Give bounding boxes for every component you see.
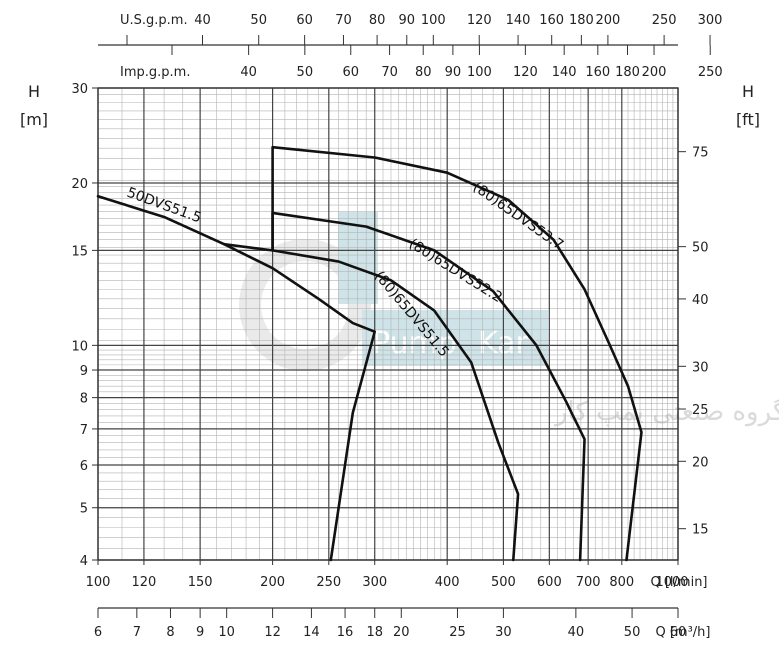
x-m3h-tick-label: 6 (94, 625, 102, 640)
y-right-axis-unit: [ft] (736, 110, 760, 129)
x-lmin-unit: Q [l/min] (650, 575, 707, 590)
curve-label: (80)65DVS53.7 (470, 179, 567, 253)
x-usgpm-tick-label: 70 (335, 13, 352, 28)
x-lmin-tick-label: 250 (316, 575, 341, 590)
x-usgpm-tick-label: 40 (194, 13, 211, 28)
x-m3h-tick-label: 9 (196, 625, 204, 640)
y-right-tick-label: 15 (692, 523, 709, 538)
y-left-tick-label: 30 (71, 82, 88, 97)
x-lmin-tick-label: 600 (537, 575, 562, 590)
x-m3h-tick-label: 60 (670, 625, 687, 640)
y-right-tick-label: 75 (692, 146, 709, 161)
chart-curves: 50DVS51.5(80)65DVS51.5(80)65DVS52.2(80)6… (96, 145, 643, 562)
x-m3h-tick-label: 12 (264, 625, 281, 640)
x-impgpm-tick-label: 160 (585, 65, 610, 80)
x-impgpm-tick-label: 180 (615, 65, 640, 80)
x-m3h-tick-label: 7 (133, 625, 141, 640)
x-m3h-tick-label: 20 (393, 625, 410, 640)
y-right-tick-label: 20 (692, 455, 709, 470)
x-m3h-tick-label: 40 (568, 625, 585, 640)
x-usgpm-tick-label: 60 (296, 13, 313, 28)
y-right-tick-label: 30 (692, 360, 709, 375)
x-lmin-tick-label: 150 (188, 575, 213, 590)
y-left-tick-label: 5 (80, 502, 88, 517)
x-impgpm-tick-label: 70 (381, 65, 398, 80)
curve-8065dvs51-5 (222, 242, 520, 562)
y-right-tick-label: 50 (692, 241, 709, 256)
x-m3h-tick-label: 50 (624, 625, 641, 640)
x-lmin-tick-label: 400 (435, 575, 460, 590)
y-left-tick-label: 15 (71, 244, 88, 259)
y-left-tick-label: 10 (71, 339, 88, 354)
x-usgpm-tick-label: 80 (369, 13, 386, 28)
y-left-tick-label: 6 (80, 459, 88, 474)
y-left-tick-label: 9 (80, 364, 88, 379)
x-impgpm-tick-label: 200 (642, 65, 667, 80)
x-usgpm-tick-label: 100 (421, 13, 446, 28)
x-usgpm-tick-label: 250 (652, 13, 677, 28)
x-usgpm-unit: U.S.g.p.m. (120, 13, 188, 28)
curve-8065dvs53-7 (271, 145, 643, 562)
x-m3h-tick-label: 10 (218, 625, 235, 640)
x-lmin-tick-label: 1000 (655, 575, 688, 590)
x-impgpm-tick-label: 60 (342, 65, 359, 80)
watermark-tagline: گروه صنعتی پمپ کار (553, 396, 779, 427)
y-left-tick-label: 20 (71, 177, 88, 192)
plot-frame (97, 87, 679, 561)
x-impgpm-tick-label: 90 (445, 65, 462, 80)
x-lmin-tick-label: 500 (491, 575, 516, 590)
x-usgpm-tick-label: 300 (698, 13, 723, 28)
y-left-axis-label: H (28, 82, 40, 101)
y-left-tick-label: 4 (80, 554, 88, 569)
curve-50dvs51-5 (96, 194, 377, 562)
x-usgpm-tick-label: 120 (467, 13, 492, 28)
x-lmin-tick-label: 200 (260, 575, 285, 590)
y-left-axis-unit: [m] (20, 110, 48, 129)
x-usgpm-tick-label: 200 (595, 13, 620, 28)
x-impgpm-unit: Imp.g.p.m. (120, 65, 190, 80)
curve-8065dvs52-2 (271, 211, 586, 562)
x-lmin-tick-label: 700 (576, 575, 601, 590)
chart-grid (97, 87, 679, 561)
x-lmin-tick-label: 300 (362, 575, 387, 590)
x-m3h-tick-label: 8 (166, 625, 174, 640)
x-usgpm-tick-label: 90 (398, 13, 415, 28)
x-impgpm-tick-label: 250 (698, 65, 723, 80)
x-lmin-tick-label: 800 (609, 575, 634, 590)
y-left-tick-label: 8 (80, 392, 88, 407)
x-impgpm-tick-label: 80 (415, 65, 432, 80)
x-lmin-tick-label: 100 (86, 575, 111, 590)
x-m3h-tick-label: 14 (303, 625, 320, 640)
x-usgpm-tick-label: 180 (569, 13, 594, 28)
x-usgpm-tick-label: 140 (506, 13, 531, 28)
y-right-axis-label: H (742, 82, 754, 101)
x-impgpm-tick-label: 120 (513, 65, 538, 80)
y-right-tick-label: 25 (692, 403, 709, 418)
x-m3h-tick-label: 30 (495, 625, 512, 640)
x-impgpm-tick-label: 100 (467, 65, 492, 80)
x-m3h-tick-label: 16 (337, 625, 354, 640)
x-m3h-tick-label: 25 (449, 625, 466, 640)
x-impgpm-tick-label: 140 (552, 65, 577, 80)
x-usgpm-tick-label: 50 (250, 13, 267, 28)
y-left-tick-label: 7 (80, 423, 88, 438)
x-impgpm-tick-label: 40 (240, 65, 257, 80)
x-impgpm-tick-label: 50 (297, 65, 314, 80)
x-m3h-unit: Q [m³/h] (655, 625, 710, 640)
x-usgpm-tick-label: 160 (539, 13, 564, 28)
x-lmin-tick-label: 120 (132, 575, 157, 590)
x-m3h-tick-label: 18 (366, 625, 383, 640)
chart-axes: 4 5 6 7 8 9 10 15 20 30 H [m] 15 20 25 30 40 50 75 H [ft] 100… (20, 13, 760, 640)
y-right-tick-label: 40 (692, 293, 709, 308)
